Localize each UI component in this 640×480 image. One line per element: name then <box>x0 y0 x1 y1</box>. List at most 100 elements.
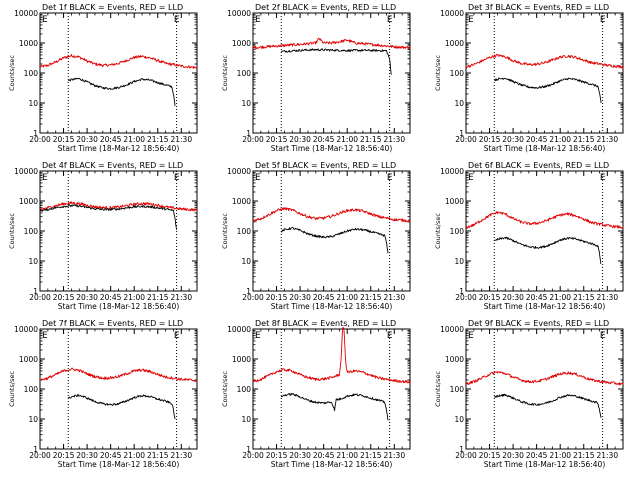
y-tick-label: 1000 <box>232 355 251 364</box>
panel-title: Det 4f BLACK = Events, RED = LLD <box>42 161 183 170</box>
y-tick-label: 1000 <box>232 197 251 206</box>
y-axis-label: Counts/sec <box>434 371 442 407</box>
events-series-line <box>280 226 389 254</box>
x-tick-label: 21:15 <box>360 451 382 460</box>
y-tick-label: 10 <box>28 257 38 266</box>
y-tick-label: 1000 <box>445 197 464 206</box>
y-axis-label: Counts/sec <box>434 213 442 249</box>
event-marker-label: E <box>255 331 261 341</box>
x-tick-label: 20:15 <box>479 293 501 302</box>
x-tick-label: 21:00 <box>123 293 145 302</box>
event-marker-label: E <box>600 173 606 183</box>
event-marker-label: E <box>600 15 606 25</box>
x-tick-label: 20:15 <box>53 293 75 302</box>
event-marker-label: E <box>387 331 393 341</box>
y-tick-label: 100 <box>450 69 465 78</box>
y-tick-label: 1000 <box>19 39 38 48</box>
x-axis-label: Start Time (18-Mar-12 18:56:40) <box>58 144 180 153</box>
x-tick-label: 20:45 <box>526 451 548 460</box>
lld-series-line <box>465 211 624 229</box>
event-marker-label: E <box>42 173 48 183</box>
x-tick-label: 20:00 <box>29 451 51 460</box>
panel-title: Det 6f BLACK = Events, RED = LLD <box>468 161 609 170</box>
x-tick-label: 20:30 <box>76 451 98 460</box>
event-marker-label: E <box>174 15 180 25</box>
x-tick-label: 21:00 <box>336 451 358 460</box>
y-tick-label: 10000 <box>440 167 464 176</box>
y-axis-label: Counts/sec <box>8 55 16 91</box>
panel-det-8: Det 8f BLACK = Events, RED = LLD 1 10 100 10… <box>221 319 411 469</box>
event-marker-label: E <box>42 331 48 341</box>
x-tick-label: 21:00 <box>123 135 145 144</box>
x-tick-label: 20:30 <box>76 293 98 302</box>
events-series-line <box>280 392 389 421</box>
x-axis-label: Start Time (18-Mar-12 18:56:40) <box>58 460 180 469</box>
y-tick-label: 100 <box>450 227 465 236</box>
y-tick-label: 100 <box>24 227 39 236</box>
y-tick-label: 100 <box>24 385 39 394</box>
x-tick-label: 20:00 <box>455 451 477 460</box>
x-tick-label: 20:15 <box>479 135 501 144</box>
y-axis-label: Counts/sec <box>221 371 229 407</box>
x-tick-label: 21:15 <box>147 135 169 144</box>
y-tick-label: 10 <box>454 257 464 266</box>
x-tick-label: 21:00 <box>123 451 145 460</box>
event-marker-label: E <box>255 173 261 183</box>
y-tick-label: 100 <box>237 385 252 394</box>
y-axis-label: Counts/sec <box>221 213 229 249</box>
event-marker-label: E <box>468 15 474 25</box>
event-marker-label: E <box>600 331 606 341</box>
x-tick-label: 20:45 <box>313 293 335 302</box>
y-tick-label: 10 <box>241 257 251 266</box>
panel-det-6: Det 6f BLACK = Events, RED = LLD 1 10 100 10… <box>434 161 624 311</box>
y-tick-label: 10 <box>454 415 464 424</box>
y-tick-label: 100 <box>450 385 465 394</box>
x-tick-label: 20:15 <box>53 135 75 144</box>
plot-frame <box>39 170 198 292</box>
x-axis-label: Start Time (18-Mar-12 18:56:40) <box>271 302 393 311</box>
event-marker-label: E <box>387 173 393 183</box>
x-tick-label: 20:00 <box>242 451 264 460</box>
plot-frame <box>465 12 624 134</box>
events-series-line <box>39 204 178 230</box>
plot-frame <box>39 328 198 450</box>
lld-series-line <box>252 327 411 384</box>
panel-title: Det 1f BLACK = Events, RED = LLD <box>42 3 183 12</box>
x-tick-label: 21:15 <box>573 451 595 460</box>
x-tick-label: 20:45 <box>526 293 548 302</box>
y-tick-label: 1000 <box>445 39 464 48</box>
plot-frame <box>465 328 624 450</box>
event-marker-label: E <box>255 15 261 25</box>
y-tick-label: 10000 <box>14 167 38 176</box>
panel-det-3: Det 3f BLACK = Events, RED = LLD 1 10 100 10… <box>434 3 624 153</box>
x-tick-label: 20:45 <box>100 135 122 144</box>
y-tick-label: 1 <box>33 287 38 296</box>
panel-det-2: Det 2f BLACK = Events, RED = LLD 1 10 100 10… <box>221 3 411 153</box>
x-tick-label: 20:00 <box>29 135 51 144</box>
lld-series-line <box>39 201 198 212</box>
plot-frame <box>39 12 198 134</box>
x-tick-label: 20:00 <box>242 135 264 144</box>
events-series-line <box>68 77 176 106</box>
y-tick-label: 1000 <box>445 355 464 364</box>
y-tick-label: 10000 <box>227 325 251 334</box>
x-axis-label: Start Time (18-Mar-12 18:56:40) <box>271 144 393 153</box>
event-marker-label: E <box>468 331 474 341</box>
panel-title: Det 5f BLACK = Events, RED = LLD <box>255 161 396 170</box>
y-axis-label: Counts/sec <box>8 371 16 407</box>
y-tick-label: 1000 <box>232 39 251 48</box>
y-tick-label: 1000 <box>19 197 38 206</box>
y-tick-label: 10000 <box>14 325 38 334</box>
events-series-line <box>493 77 602 104</box>
x-tick-label: 21:00 <box>336 135 358 144</box>
y-tick-label: 10000 <box>440 9 464 18</box>
y-tick-label: 10000 <box>440 325 464 334</box>
x-tick-label: 21:15 <box>147 293 169 302</box>
x-tick-label: 21:15 <box>360 135 382 144</box>
x-tick-label: 21:30 <box>383 135 405 144</box>
lld-series-line <box>39 367 198 383</box>
panel-title: Det 2f BLACK = Events, RED = LLD <box>255 3 396 12</box>
x-tick-label: 21:30 <box>383 451 405 460</box>
plot-frame <box>252 328 411 450</box>
panel-det-5: Det 5f BLACK = Events, RED = LLD 1 10 100 10… <box>221 161 411 311</box>
